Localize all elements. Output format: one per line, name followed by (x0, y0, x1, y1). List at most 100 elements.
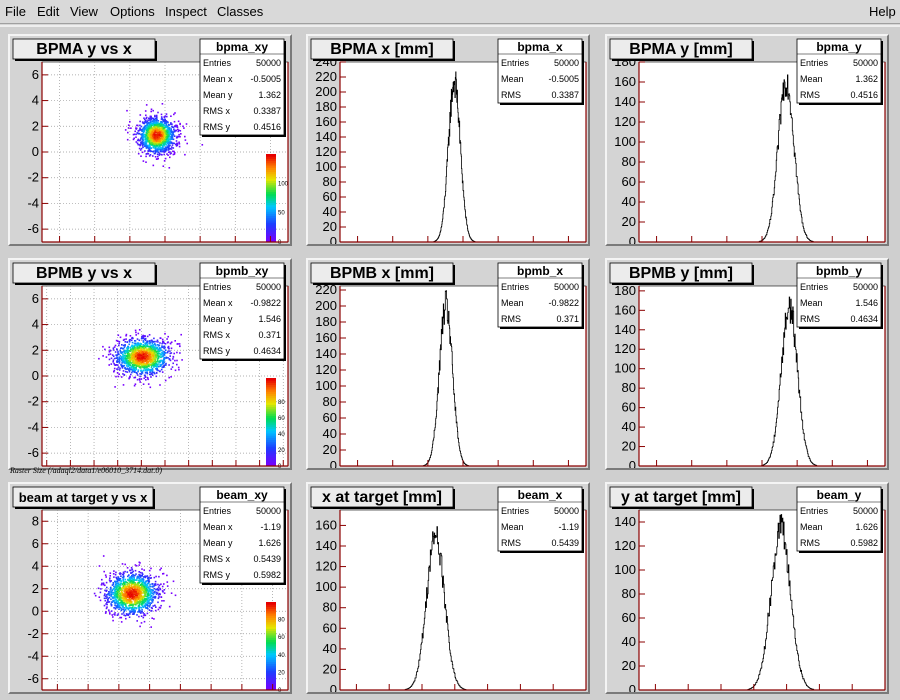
y-tick-label: 140 (614, 94, 636, 109)
heatmap-cell (184, 153, 186, 156)
heatmap-cell (157, 155, 159, 158)
heatmap-cell (105, 590, 108, 592)
heatmap-cell (130, 358, 133, 360)
heatmap-cell (159, 337, 162, 339)
heatmap-cell (119, 602, 121, 605)
pad-beam-x[interactable]: -6-4-202468020406080100120140160x at tar… (306, 482, 590, 694)
heatmap-cell (134, 589, 137, 592)
heatmap-cell (112, 591, 115, 594)
heatmap-cell (119, 336, 122, 339)
menu-help[interactable]: Help (869, 4, 896, 19)
heatmap-cell (141, 130, 144, 132)
heatmap-cell (146, 340, 149, 343)
heatmap-cell (155, 115, 158, 118)
pad-bpmb-y[interactable]: -6-4-20246020406080100120140160180BPMB y… (605, 258, 889, 470)
heatmap-cell (164, 343, 167, 345)
stats-shadow (284, 265, 286, 361)
heatmap-cell (136, 338, 139, 340)
heatmap-cell (166, 121, 169, 124)
stats-shadow (500, 327, 584, 329)
heatmap-cell (148, 340, 151, 342)
palette-step (266, 430, 276, 434)
heatmap-cell (171, 138, 173, 140)
heatmap-cell (165, 133, 168, 135)
heatmap-cell (138, 592, 140, 595)
pad-bpmb-x[interactable]: -6-4-20246020406080100120140160180200220… (306, 258, 590, 470)
plot-title: y at target [mm] (621, 489, 741, 506)
heatmap-cell (154, 150, 157, 152)
menu-options[interactable]: Options (110, 4, 155, 19)
heatmap-cell (139, 598, 141, 601)
palette-step (266, 643, 276, 647)
heatmap-cell (137, 611, 139, 613)
heatmap-cell (140, 603, 142, 605)
heatmap-cell (162, 150, 164, 153)
pad-beam-y[interactable]: -6-4-202468020406080100120140y at target… (605, 482, 889, 694)
heatmap-cell (136, 586, 139, 588)
heatmap-cell (143, 601, 145, 603)
heatmap-cell (170, 368, 173, 370)
heatmap-cell (137, 152, 140, 155)
heatmap-cell (157, 349, 159, 352)
heatmap-cell (167, 142, 170, 144)
title-shadow (153, 489, 155, 509)
heatmap-cell (154, 131, 157, 133)
heatmap-cell (127, 365, 130, 368)
heatmap-cell (122, 604, 125, 606)
heatmap-cell (134, 591, 137, 593)
stats-name: bpma_xy (216, 40, 268, 54)
heatmap-cell (151, 348, 153, 350)
heatmap-cell (135, 597, 137, 599)
heatmap-cell (154, 343, 156, 345)
y-tick-label: -4 (27, 648, 39, 663)
heatmap-cell (140, 580, 143, 582)
heatmap-cell (106, 606, 108, 608)
menu-file[interactable]: File (5, 4, 26, 19)
heatmap-cell (118, 359, 121, 361)
stats-value: 50000 (853, 506, 878, 516)
heatmap-cell (130, 578, 132, 580)
menu-inspect[interactable]: Inspect (165, 4, 207, 19)
heatmap-cell (129, 364, 132, 366)
heatmap-cell (155, 158, 158, 160)
heatmap-cell (154, 361, 157, 364)
heatmap-cell (157, 138, 159, 141)
y-tick-label: 120 (315, 362, 337, 377)
heatmap-cell (166, 133, 169, 136)
menu-classes[interactable]: Classes (217, 4, 264, 19)
menu-edit[interactable]: Edit (37, 4, 60, 19)
heatmap-cell (138, 357, 140, 360)
heatmap-cell (135, 573, 137, 575)
heatmap-cell (154, 134, 156, 136)
heatmap-cell (155, 588, 157, 591)
pad-bpmb-xy[interactable]: 020406080-5-4-3-2-1012345-6-4-20246BPMB … (8, 258, 292, 470)
heatmap-cell (135, 358, 137, 361)
heatmap-cell (167, 135, 169, 138)
pad-bpma-x[interactable]: -6-4-20246020406080100120140160180200220… (306, 34, 590, 246)
heatmap-cell (140, 345, 142, 348)
heatmap-cell (128, 590, 131, 592)
heatmap-cell (142, 139, 145, 142)
heatmap-cell (136, 600, 138, 602)
heatmap-cell (145, 369, 147, 372)
heatmap-cell (157, 151, 160, 154)
heatmap-cell (154, 346, 156, 348)
pad-bpma-y[interactable]: -6-4-20246020406080100120140160180BPMA y… (605, 34, 889, 246)
heatmap-cell (120, 356, 123, 358)
heatmap-cell (168, 126, 171, 129)
heatmap-cell (116, 584, 119, 587)
heatmap-cell (138, 603, 141, 606)
heatmap-cell (176, 363, 178, 366)
heatmap-cell (144, 588, 146, 590)
heatmap-cell (119, 583, 122, 586)
palette-step (266, 604, 276, 607)
heatmap-cell (127, 585, 130, 588)
heatmap-cell (145, 139, 148, 142)
heatmap-cell (160, 134, 162, 136)
menu-view[interactable]: View (70, 4, 98, 19)
heatmap-cell (167, 129, 170, 132)
heatmap-cell (201, 144, 204, 146)
